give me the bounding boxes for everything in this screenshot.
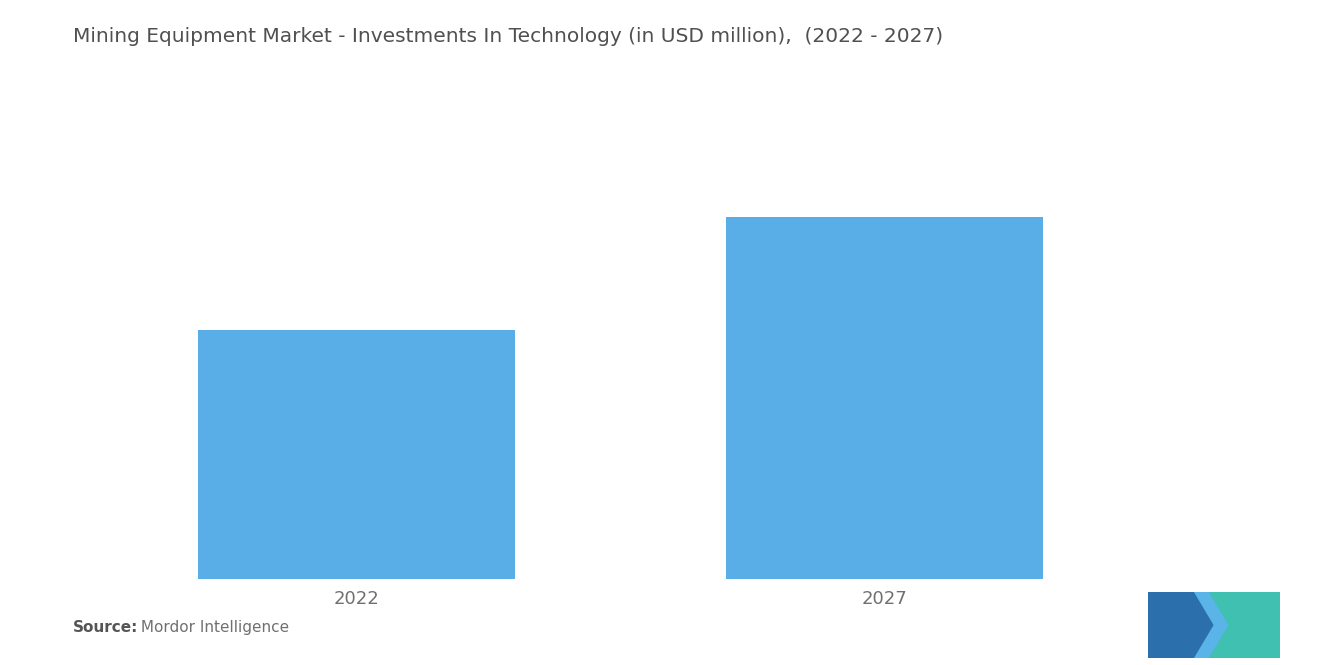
Polygon shape: [1148, 592, 1214, 658]
Bar: [726, 217, 1043, 579]
Polygon shape: [1208, 592, 1280, 658]
Text: Mordor Intelligence: Mordor Intelligence: [136, 620, 289, 635]
Text: Mining Equipment Market - Investments In Technology (in USD million),  (2022 - 2: Mining Equipment Market - Investments In…: [73, 27, 942, 46]
Text: Source:: Source:: [73, 620, 139, 635]
Polygon shape: [1195, 625, 1228, 658]
Polygon shape: [1195, 592, 1228, 625]
Bar: [198, 330, 515, 579]
